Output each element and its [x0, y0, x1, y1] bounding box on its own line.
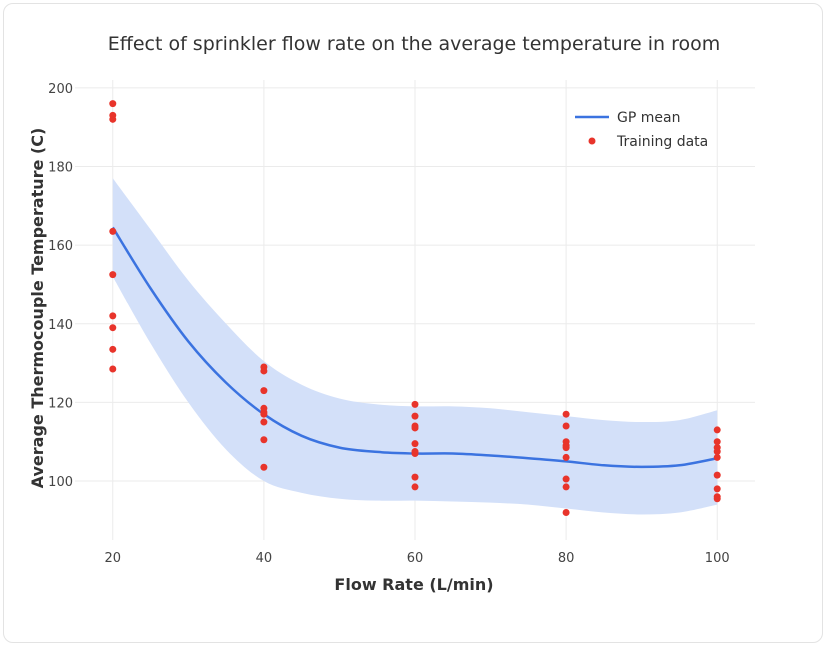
legend-label-gp-mean: GP mean — [617, 110, 680, 126]
training-point — [411, 412, 419, 420]
training-point — [562, 444, 570, 452]
training-point — [109, 345, 117, 353]
training-point — [260, 387, 268, 395]
training-point — [713, 485, 721, 493]
training-point — [411, 450, 419, 458]
training-point — [109, 271, 117, 279]
y-axis-label: Average Thermocouple Temperature (C) — [28, 128, 47, 489]
legend: GP mean Training data — [575, 110, 708, 150]
x-tick-labels: 20 40 60 80 100 — [105, 551, 730, 566]
x-tick-label: 20 — [105, 551, 122, 566]
training-point — [260, 463, 268, 471]
training-point — [562, 475, 570, 483]
training-point — [562, 410, 570, 418]
training-point — [562, 453, 570, 461]
training-point — [562, 483, 570, 491]
y-tick-label: 160 — [48, 239, 73, 254]
training-point — [713, 426, 721, 434]
training-point — [411, 483, 419, 491]
y-tick-label: 180 — [48, 160, 73, 175]
y-tick-labels: 100 120 140 160 180 200 — [48, 82, 73, 490]
training-point — [713, 495, 721, 503]
training-point — [411, 400, 419, 408]
x-axis-label: Flow Rate (L/min) — [334, 575, 493, 594]
training-point — [109, 100, 117, 108]
x-tick-label: 100 — [705, 551, 730, 566]
training-point — [713, 438, 721, 446]
legend-label-training-data: Training data — [616, 134, 708, 150]
training-point — [411, 473, 419, 481]
x-tick-label: 60 — [407, 551, 424, 566]
training-point — [109, 227, 117, 235]
confidence-band — [112, 178, 718, 515]
training-point — [411, 440, 419, 448]
training-point — [109, 365, 117, 373]
training-point — [260, 367, 268, 375]
chart-title: Effect of sprinkler flow rate on the ave… — [108, 33, 721, 55]
training-point — [109, 324, 117, 332]
training-point — [713, 453, 721, 461]
training-point — [713, 471, 721, 479]
training-point — [713, 448, 721, 456]
training-point — [411, 424, 419, 432]
x-tick-label: 80 — [558, 551, 575, 566]
training-points — [109, 100, 721, 516]
training-point — [260, 436, 268, 444]
training-point — [562, 422, 570, 430]
y-tick-label: 100 — [48, 475, 73, 490]
y-tick-label: 200 — [48, 82, 73, 97]
y-tick-label: 120 — [48, 396, 73, 411]
training-point — [260, 418, 268, 426]
y-tick-label: 140 — [48, 318, 73, 333]
training-point — [109, 115, 117, 123]
training-point — [562, 508, 570, 516]
legend-dot-swatch — [588, 137, 596, 145]
training-point — [260, 410, 268, 418]
x-tick-label: 40 — [256, 551, 273, 566]
training-point — [109, 312, 117, 320]
